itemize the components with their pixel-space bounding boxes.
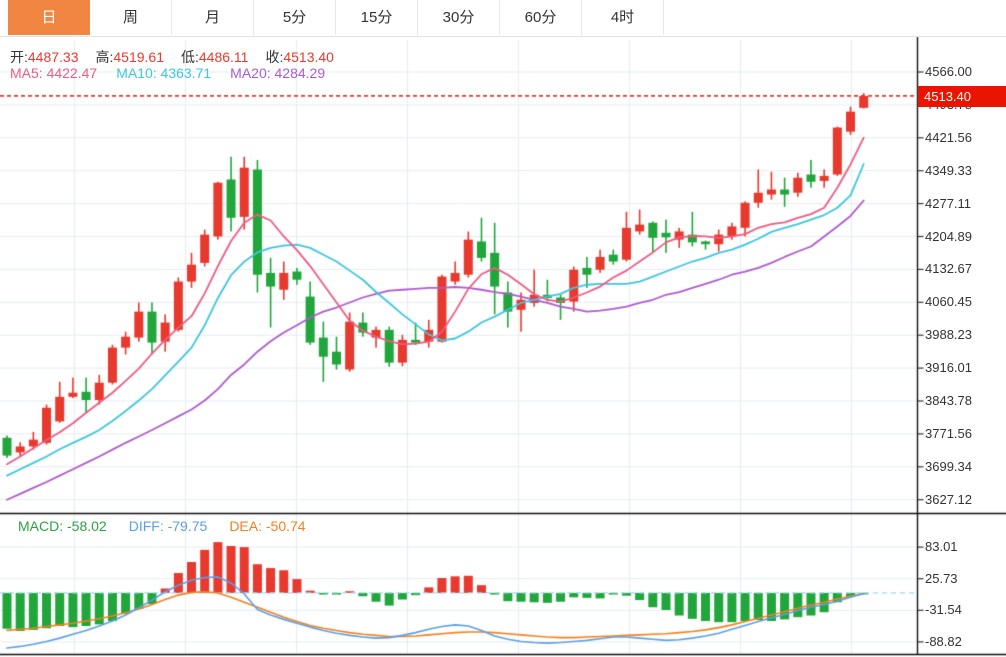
timeframe-tab-5[interactable]: 30分 bbox=[418, 0, 500, 35]
macd-axis-label: 25.73 bbox=[925, 570, 958, 586]
timeframe-tab-4[interactable]: 15分 bbox=[336, 0, 418, 35]
open-label: 开: bbox=[10, 49, 28, 65]
ma20-readout: MA20: 4284.29 bbox=[230, 65, 325, 81]
price-axis-label: 3988.23 bbox=[925, 327, 972, 343]
ma20-value: 4284.29 bbox=[274, 65, 326, 81]
price-axis-label: 4277.11 bbox=[925, 195, 972, 211]
ma5-readout: MA5: 4422.47 bbox=[10, 65, 97, 81]
high-value: 4519.61 bbox=[113, 49, 164, 65]
timeframe-tab-2[interactable]: 月 bbox=[172, 0, 254, 35]
price-axis-label: 3627.12 bbox=[925, 491, 972, 507]
timeframe-tab-7[interactable]: 4时 bbox=[582, 0, 664, 35]
ma-legend: MA5: 4422.47 MA10: 4363.71 MA20: 4284.29 bbox=[10, 65, 325, 81]
price-axis-label: 4349.33 bbox=[925, 162, 972, 178]
ma10-label: MA10: bbox=[116, 65, 157, 81]
timeframe-tabbar: 日周月 5分 15分 30分 60分 4时 bbox=[0, 0, 1006, 37]
price-axis-label: 3699.34 bbox=[925, 458, 972, 474]
price-axis-label: 4204.89 bbox=[925, 228, 972, 244]
high-label: 高: bbox=[95, 49, 114, 65]
dea-readout: DEA: -50.74 bbox=[229, 518, 305, 534]
price-axis-label: 4421.56 bbox=[925, 129, 972, 145]
ohlc-readout: 开:4487.33 高:4519.61 低:4486.11 收:4513.40 bbox=[10, 47, 334, 67]
macd-axis-label: -31.54 bbox=[925, 602, 962, 618]
diff-readout: DIFF: -79.75 bbox=[129, 518, 208, 534]
price-axis-label: 3843.78 bbox=[925, 393, 972, 408]
timeframe-tab-3[interactable]: 5分 bbox=[254, 0, 336, 35]
macd-readout: MACD: -58.02 bbox=[18, 518, 107, 534]
ma10-readout: MA10: 4363.71 bbox=[116, 65, 211, 81]
macd-axis-label: 83.01 bbox=[925, 539, 958, 555]
low-readout: 低:4486.11 bbox=[181, 47, 248, 67]
price-axis-label: 4566.00 bbox=[925, 64, 972, 79]
diff-label: DIFF: bbox=[128, 518, 164, 534]
low-label: 低: bbox=[181, 49, 199, 65]
timeframe-tab-1[interactable]: 周 bbox=[90, 0, 172, 35]
macd-value: -58.02 bbox=[67, 518, 107, 534]
diff-value: -79.75 bbox=[167, 518, 208, 534]
ma5-label: MA5: bbox=[10, 65, 43, 81]
close-readout: 收:4513.40 bbox=[265, 47, 334, 67]
macd-label: MACD: bbox=[18, 518, 64, 534]
open-readout: 开:4487.33 bbox=[10, 47, 79, 67]
price-axis-label: 4060.45 bbox=[925, 294, 972, 310]
ma5-value: 4422.47 bbox=[46, 65, 98, 81]
timeframe-tab-0[interactable]: 日 bbox=[8, 0, 90, 35]
macd-legend: MACD: -58.02 DIFF: -79.75 DEA: -50.74 bbox=[18, 518, 306, 534]
last-price-tag: 4513.40 bbox=[918, 85, 1006, 107]
close-label: 收: bbox=[265, 49, 284, 65]
dea-value: -50.74 bbox=[265, 518, 306, 534]
price-axis-label: 3771.56 bbox=[925, 425, 972, 441]
macd-axis-label: -88.82 bbox=[925, 633, 962, 649]
price-axis-label: 4132.67 bbox=[925, 261, 972, 277]
dea-label: DEA: bbox=[229, 518, 262, 534]
open-value: 4487.33 bbox=[27, 49, 79, 65]
ma20-label: MA20: bbox=[230, 65, 271, 81]
low-value: 4486.11 bbox=[198, 49, 249, 65]
price-axis-label: 3916.01 bbox=[925, 360, 972, 376]
high-readout: 高:4519.61 bbox=[96, 47, 165, 67]
close-value: 4513.40 bbox=[283, 49, 334, 65]
ma10-value: 4363.71 bbox=[160, 65, 212, 81]
timeframe-tab-6[interactable]: 60分 bbox=[500, 0, 582, 35]
